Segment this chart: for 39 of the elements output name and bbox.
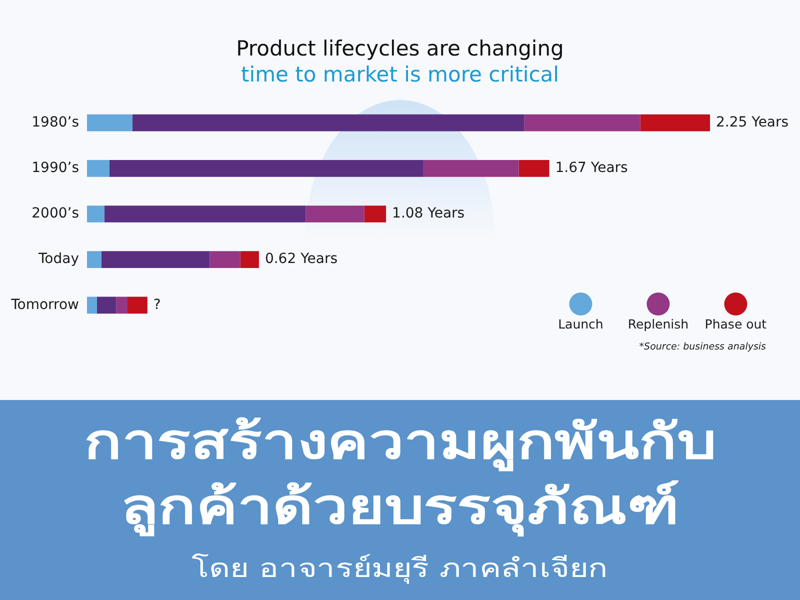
annotation: ? <box>153 296 161 313</box>
text: *Source: business analysis <box>639 341 766 352</box>
bar <box>524 114 640 132</box>
y-tick-label: 1990’s <box>32 160 79 176</box>
chart-title: Product lifecycles are changing <box>236 36 564 60</box>
bar <box>87 296 97 314</box>
bar <box>423 160 519 177</box>
y-tick-label: 2000’s <box>32 206 79 222</box>
bar <box>96 296 116 314</box>
bar <box>640 114 710 132</box>
text: การสร้างความผูกพันกับ <box>84 413 716 472</box>
bar <box>101 251 210 268</box>
bar <box>306 206 364 222</box>
bar <box>87 160 110 177</box>
bar <box>518 160 550 177</box>
annotation: 2.25 Years <box>716 114 789 130</box>
y-tick-label: Today <box>38 251 79 268</box>
y-tick-label: 1980’s <box>32 114 79 130</box>
legend-label: Replenish <box>628 316 689 332</box>
text: ลูกค้าด้วยบรรจุภัณฑ์ <box>120 478 680 537</box>
bar <box>210 251 240 268</box>
text: โดย อาจารย์มยุรี ภาคลำเจียก <box>192 552 608 586</box>
annotation: 1.08 Years <box>392 206 465 222</box>
bar <box>87 251 102 268</box>
bar <box>127 296 148 314</box>
bar <box>109 160 424 177</box>
annotation: 1.67 Years <box>555 160 628 176</box>
bar <box>104 206 306 222</box>
legend-label: Phase out <box>704 316 767 332</box>
bar <box>132 114 524 132</box>
legend-label: Launch <box>558 316 604 332</box>
annotation: 0.62 Years <box>264 251 338 268</box>
bar <box>364 206 386 222</box>
y-tick-label: Tomorrow <box>10 296 79 313</box>
bar <box>87 114 132 132</box>
bar <box>240 251 259 268</box>
chart-subtitle: time to market is more critical <box>241 62 559 86</box>
bar <box>116 296 128 314</box>
bar <box>87 206 104 222</box>
